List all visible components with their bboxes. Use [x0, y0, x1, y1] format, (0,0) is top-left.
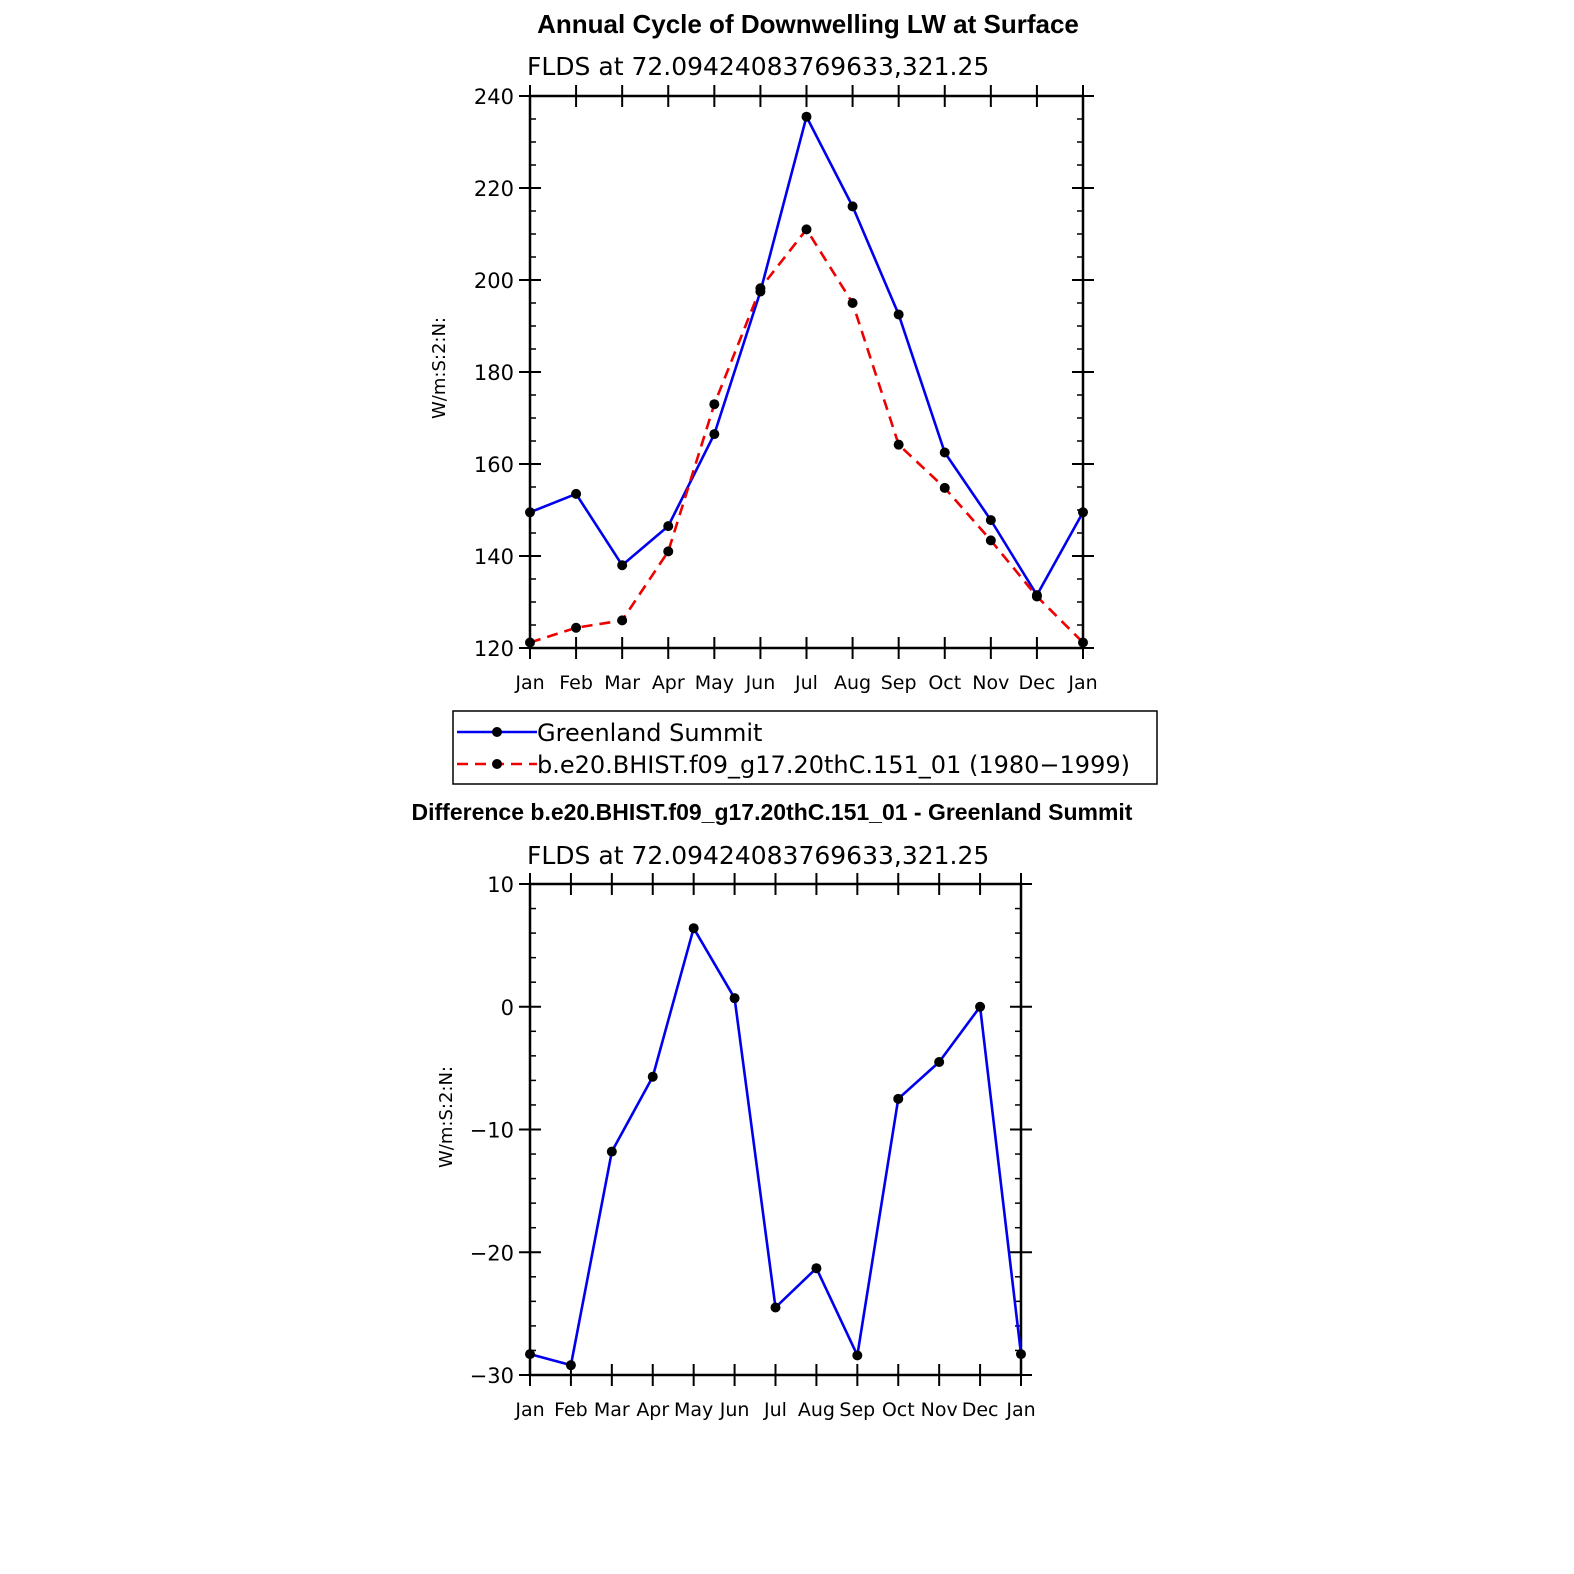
chart1-legend: Greenland Summit b.e20.BHIST.f09_g17.20t… [452, 710, 1158, 785]
data-point [939, 447, 950, 458]
data-point [770, 1302, 781, 1313]
data-point [975, 1001, 986, 1012]
x-tick-label: Aug [834, 672, 871, 694]
series-line-0 [529, 115, 1085, 597]
data-point [647, 1071, 658, 1082]
data-point [663, 546, 674, 557]
series-line-0 [529, 926, 1023, 1367]
data-point [688, 923, 699, 934]
data-point [571, 488, 582, 499]
chart1-title: Annual Cycle of Downwelling LW at Surfac… [537, 9, 1079, 39]
plot-frame [528, 94, 1085, 650]
data-point [847, 298, 858, 308]
data-point [893, 439, 904, 450]
x-tick-label: Mar [594, 1399, 630, 1421]
chart1-plot: 120 140 160 180 200 220 240 Jan Feb Mar Apr May Jun J… [474, 85, 1098, 694]
chart2-plot: −30 −20 −10 0 10 Jan Feb Mar Apr May Jun Jul Aug Sep O… [470, 873, 1036, 1421]
chart1-ylabel: W/m:S:2:N: [429, 317, 450, 419]
x-tick-label: Dec [962, 1399, 999, 1421]
data-point [755, 283, 766, 294]
data-point [709, 399, 720, 410]
data-point [525, 1349, 535, 1360]
legend-label-greenland: Greenland Summit [537, 719, 762, 747]
y-tick-label: 180 [474, 361, 514, 385]
data-point [1078, 507, 1088, 518]
x-tick-label: Feb [559, 672, 593, 694]
data-point [571, 622, 582, 633]
y-tick-label: −20 [470, 1241, 514, 1265]
data-point [934, 1056, 945, 1067]
data-point [893, 1093, 904, 1104]
x-tick-label: Jan [1067, 672, 1097, 694]
data-point [1078, 637, 1088, 648]
data-point [525, 637, 535, 648]
y-tick-label: 240 [474, 85, 514, 109]
x-tick-label: Nov [972, 672, 1009, 694]
chart2-ylabel: W/m:S:2:N: [436, 1066, 457, 1168]
y-tick-label: 10 [487, 873, 514, 897]
data-point [617, 615, 628, 626]
x-tick-label: Oct [928, 672, 961, 694]
x-tick-label: Jul [763, 1399, 787, 1421]
data-point [606, 1146, 617, 1157]
data-point [1016, 1349, 1026, 1360]
legend-marker-model [492, 759, 502, 769]
y-tick-label: 140 [474, 545, 514, 569]
y-tick-label: 200 [474, 269, 514, 293]
chart1-subtitle: FLDS at 72.09424083769633,321.25 [527, 52, 989, 81]
x-tick-label: Jun [745, 672, 776, 694]
data-point [847, 201, 858, 212]
x-tick-label: May [674, 1399, 713, 1421]
data-point [801, 111, 812, 122]
data-point [729, 993, 740, 1004]
legend-box [452, 710, 1158, 785]
x-tick-label: Aug [798, 1399, 835, 1421]
x-tick-label: Sep [881, 672, 917, 694]
x-tick-label: Oct [882, 1399, 915, 1421]
data-point [985, 515, 996, 526]
x-tick-label: Apr [652, 672, 685, 694]
data-point [985, 535, 996, 546]
y-tick-label: 220 [474, 177, 514, 201]
x-tick-label: May [695, 672, 734, 694]
x-tick-label: Sep [839, 1399, 875, 1421]
legend-marker-greenland [492, 727, 502, 737]
data-point [565, 1360, 576, 1371]
y-tick-label: −10 [470, 1119, 514, 1143]
data-point [617, 560, 628, 571]
data-point [811, 1263, 822, 1274]
data-point [801, 224, 812, 235]
x-tick-label: Mar [604, 672, 640, 694]
x-tick-label: Jul [794, 672, 818, 694]
x-tick-label: Dec [1019, 672, 1056, 694]
data-point [1031, 591, 1042, 602]
chart2-subtitle: FLDS at 72.09424083769633,321.25 [527, 841, 989, 870]
data-point [939, 482, 950, 493]
x-tick-label: Jan [1005, 1399, 1035, 1421]
chart2-title: Difference b.e20.BHIST.f09_g17.20thC.151… [412, 799, 1133, 825]
y-tick-label: 160 [474, 453, 514, 477]
x-tick-label: Jun [719, 1399, 750, 1421]
data-point [525, 507, 535, 518]
data-point [663, 521, 674, 532]
x-tick-label: Jan [514, 672, 544, 694]
series-line-1 [529, 228, 1084, 644]
x-tick-label: Nov [921, 1399, 958, 1421]
data-point [709, 429, 720, 440]
legend-label-model: b.e20.BHIST.f09_g17.20thC.151_01 (1980−1… [537, 751, 1130, 779]
x-tick-label: Jan [514, 1399, 544, 1421]
y-tick-label: −30 [470, 1364, 514, 1388]
x-tick-label: Apr [636, 1399, 669, 1421]
data-point [893, 309, 904, 320]
y-tick-label: 120 [474, 637, 514, 661]
y-tick-label: 0 [501, 996, 514, 1020]
data-point [852, 1350, 863, 1361]
x-tick-label: Feb [554, 1399, 588, 1421]
